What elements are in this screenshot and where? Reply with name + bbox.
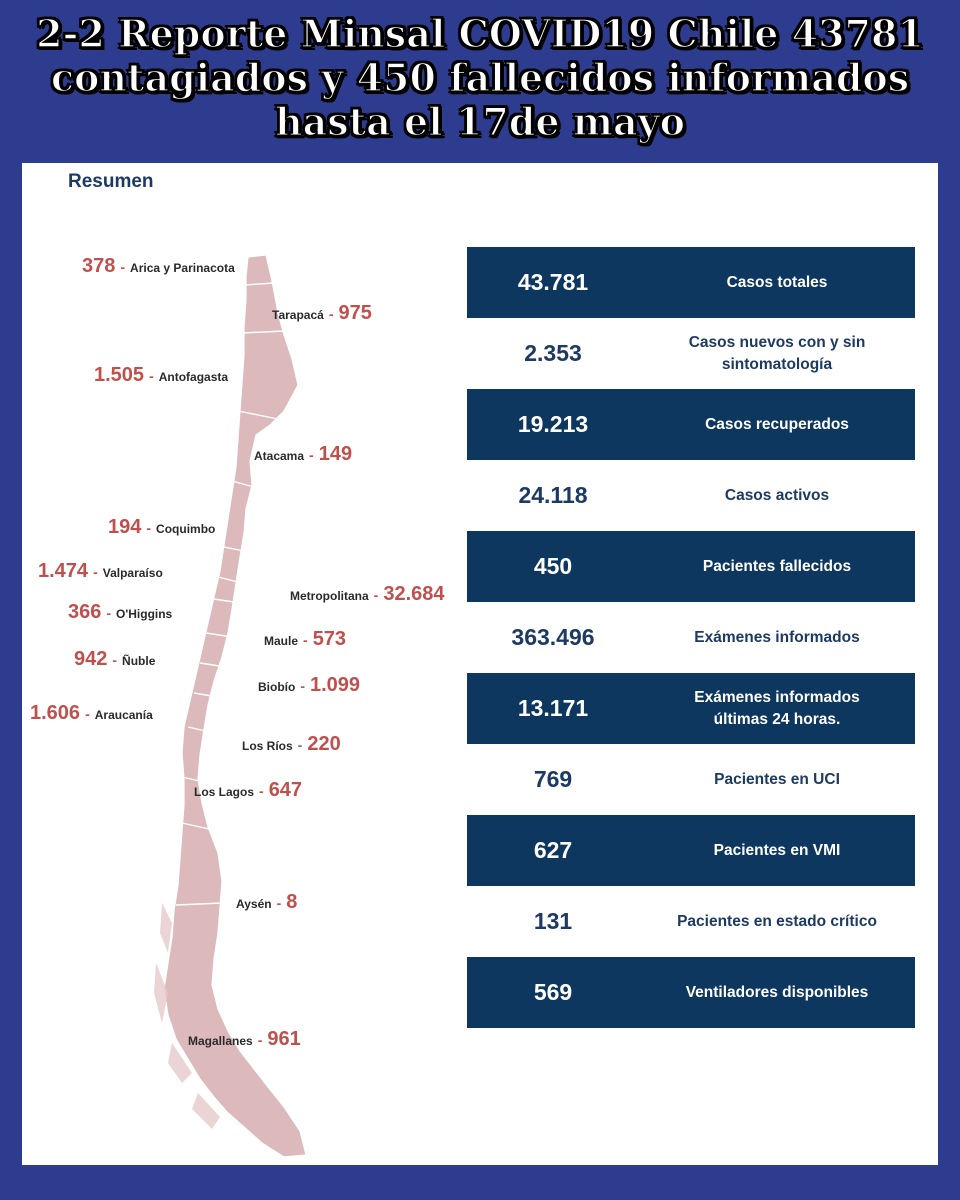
stat-label: Casos nuevos con y sin sintomatología xyxy=(688,333,866,373)
stat-row: 2.353 Casos nuevos con y sin sintomatolo… xyxy=(467,318,915,389)
stat-label: Pacientes en UCI xyxy=(714,770,840,788)
stat-row: 769 Pacientes en UCI xyxy=(467,744,915,815)
stat-row: 569 Ventiladores disponibles xyxy=(467,957,915,1028)
chile-map-illustration xyxy=(154,254,307,1158)
southern-islands xyxy=(154,903,220,1129)
stat-label: Ventiladores disponibles xyxy=(685,983,869,1001)
region-dividers xyxy=(175,282,285,906)
stat-label: Pacientes en VMI xyxy=(713,841,841,859)
region-name: Los Ríos xyxy=(242,739,293,753)
region-value: 1.474 xyxy=(38,560,89,582)
region-los-lagos: Los Lagos -647 xyxy=(194,779,303,801)
region-name: Arica y Parinacota xyxy=(130,261,235,275)
stat-label: Exámenes informados xyxy=(694,628,860,646)
region-value: 8 xyxy=(286,891,298,913)
region-magallanes: Magallanes -961 xyxy=(188,1028,301,1050)
region-los-rios: Los Ríos -220 xyxy=(242,733,341,755)
stat-value: 43.781 xyxy=(517,269,589,295)
stat-row: 363.496 Exámenes informados xyxy=(467,602,915,673)
section-title: Resumen xyxy=(68,171,154,192)
region-value: 1.606 xyxy=(30,702,81,724)
stat-value: 363.496 xyxy=(511,624,595,650)
region-value: 32.684 xyxy=(383,583,445,605)
headline: 2-2 Reporte Minsal COVID19 Chile 43781 c… xyxy=(0,11,960,145)
region-name: O'Higgins xyxy=(116,607,173,621)
region-name: Ñuble xyxy=(122,654,156,668)
region-name: Tarapacá xyxy=(272,308,324,322)
stat-row: 131 Pacientes en estado crítico xyxy=(467,886,915,957)
stat-row: 13.171 Exámenes informados últimas 24 ho… xyxy=(467,673,915,744)
region-value: 1.505 xyxy=(94,364,145,386)
region-metropolitana: Metropolitana -32.684 xyxy=(290,583,445,605)
region-name: Los Lagos xyxy=(194,785,255,799)
region-value: 194 xyxy=(108,516,142,538)
region-ohiggins: 366- O'Higgins xyxy=(68,601,173,623)
region-antofagasta: 1.505- Antofagasta xyxy=(94,364,229,386)
stat-row: 19.213 Casos recuperados xyxy=(467,389,915,460)
region-value: 378 xyxy=(82,255,116,277)
region-name: Araucanía xyxy=(94,708,153,722)
region-name: Aysén xyxy=(236,897,272,911)
summary-panel: Resumen 378- Arica y Parinacota Tarapacá -… xyxy=(22,163,938,1165)
stat-row: 43.781 Casos totales xyxy=(467,247,915,318)
stat-value: 627 xyxy=(533,837,573,863)
stat-value: 450 xyxy=(533,553,573,579)
region-name: Antofagasta xyxy=(158,370,229,384)
stat-label: Pacientes fallecidos xyxy=(702,557,852,575)
region-value: 149 xyxy=(318,443,353,465)
region-value: 220 xyxy=(307,733,341,755)
region-value: 647 xyxy=(268,779,303,801)
region-name: Magallanes xyxy=(188,1034,253,1048)
region-value: 573 xyxy=(312,628,347,650)
stat-value: 13.171 xyxy=(517,695,589,721)
headline-line-1: 2-2 Reporte Minsal COVID19 Chile 43781 xyxy=(35,11,924,57)
stat-label: Casos activos xyxy=(724,486,830,504)
headline-line-2: contagiados y 450 fallecidos informados xyxy=(50,55,910,101)
region-nuble: 942- Ñuble xyxy=(74,648,156,670)
region-name: Atacama xyxy=(254,449,305,463)
stat-label: Casos totales xyxy=(726,273,828,291)
region-value: 961 xyxy=(267,1028,301,1050)
region-tarapaca: Tarapacá -975 xyxy=(272,302,372,324)
region-value: 1.099 xyxy=(310,674,361,696)
region-valparaiso: 1.474- Valparaíso xyxy=(38,560,163,582)
stat-row: 627 Pacientes en VMI xyxy=(467,815,915,886)
region-value: 942 xyxy=(74,648,108,670)
region-coquimbo: 194- Coquimbo xyxy=(108,516,216,538)
region-araucania: 1.606- Araucanía xyxy=(30,702,153,724)
region-atacama: Atacama -149 xyxy=(254,443,353,465)
stat-value: 131 xyxy=(533,908,573,934)
region-name: Metropolitana xyxy=(290,589,369,603)
stat-label: Pacientes en estado crítico xyxy=(677,912,877,930)
stats-table: 43.781 Casos totales 2.353 Casos nuevos … xyxy=(467,247,915,1028)
stat-value: 24.118 xyxy=(518,482,588,508)
region-name: Maule xyxy=(264,634,299,648)
stat-value: 769 xyxy=(533,766,573,792)
region-arica: 378- Arica y Parinacota xyxy=(82,255,235,277)
stat-value: 2.353 xyxy=(524,340,582,366)
region-maule: Maule -573 xyxy=(264,628,347,650)
stat-value: 19.213 xyxy=(517,411,589,437)
region-name: Valparaíso xyxy=(102,566,163,580)
stat-label: Casos recuperados xyxy=(705,415,849,433)
region-biobio: Biobío -1.099 xyxy=(258,674,361,696)
region-name: Coquimbo xyxy=(156,522,216,536)
stat-label: Exámenes informados últimas 24 horas. xyxy=(694,688,860,728)
region-aysen: Aysén -8 xyxy=(236,891,298,913)
stat-row: 24.118 Casos activos xyxy=(467,460,915,531)
region-value: 366 xyxy=(68,601,102,623)
stat-value: 569 xyxy=(533,979,573,1005)
region-name: Biobío xyxy=(258,680,296,694)
headline-line-3: hasta el 17de mayo xyxy=(274,99,686,145)
stat-row: 450 Pacientes fallecidos xyxy=(467,531,915,602)
chile-map-shape xyxy=(163,254,307,1158)
region-value: 975 xyxy=(338,302,372,324)
